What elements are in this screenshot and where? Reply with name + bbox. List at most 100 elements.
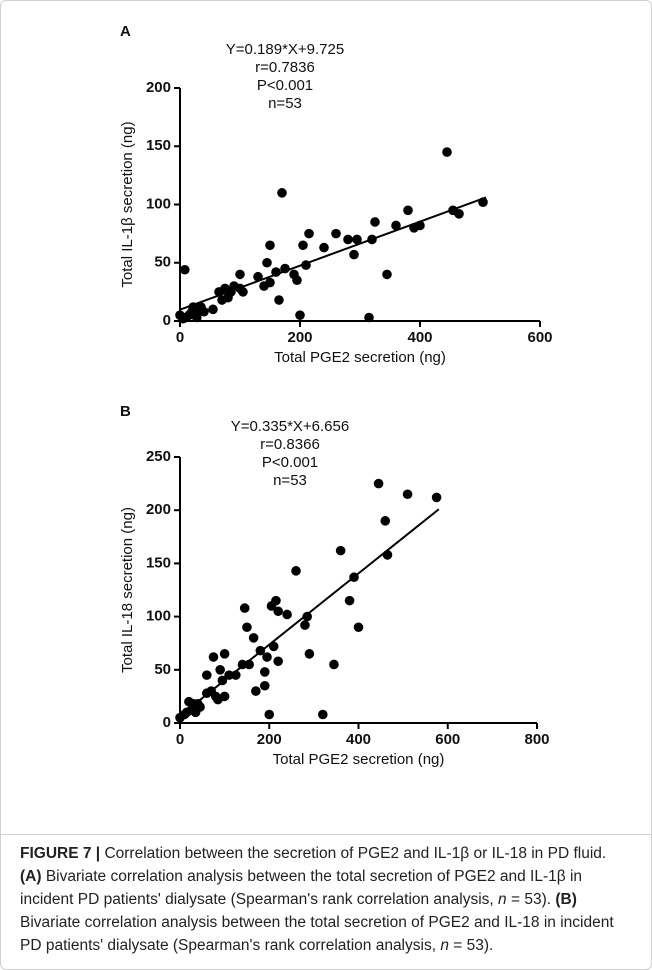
point (208, 652, 219, 662)
point (239, 603, 250, 613)
caption-run: (B) (555, 891, 577, 908)
point (253, 271, 263, 282)
point (277, 188, 287, 198)
point (343, 234, 353, 245)
annotation: n=53 (273, 472, 307, 489)
point (431, 492, 442, 503)
annotation: Y=0.335*X+6.656 (231, 418, 349, 435)
caption-run: Correlation between the secretion of PGE… (100, 845, 607, 862)
x-tick-label: 0 (176, 329, 184, 346)
point (208, 304, 218, 315)
point (215, 665, 225, 675)
point (259, 680, 270, 691)
point (304, 228, 314, 239)
point (280, 263, 290, 274)
point (403, 205, 413, 216)
y-tick-label: 150 (146, 554, 171, 571)
x-axis-label: Total PGE2 secretion (ng) (274, 349, 446, 366)
figure: AY=0.189*X+9.725r=0.7836P<0.001n=5305010… (119, 23, 553, 768)
x-tick-label: 200 (287, 329, 312, 346)
point (349, 249, 359, 260)
y-tick-label: 50 (154, 254, 171, 271)
point (382, 550, 393, 560)
annotation: r=0.8366 (260, 436, 320, 453)
point (382, 269, 392, 280)
point (364, 312, 374, 323)
caption-run: Bivariate correlation analysis between t… (20, 914, 614, 954)
caption-run: (A) (20, 868, 42, 885)
caption-run: = 53). (448, 937, 494, 954)
point (415, 220, 425, 231)
y-tick-label: 100 (146, 195, 171, 212)
point (352, 234, 362, 245)
point (318, 709, 328, 720)
point (259, 667, 270, 677)
point (265, 240, 275, 251)
point (268, 641, 279, 652)
point (180, 264, 190, 275)
point (217, 675, 228, 686)
x-tick-label: 0 (176, 731, 184, 748)
point (264, 709, 275, 720)
point (192, 312, 202, 323)
annotation: r=0.7836 (255, 59, 315, 76)
caption-run: = 53). (506, 891, 556, 908)
caption: FIGURE 7 | Correlation between the secre… (20, 842, 630, 957)
point (274, 295, 284, 305)
y-tick-label: 250 (146, 448, 171, 465)
y-tick-label: 150 (146, 137, 171, 154)
point (300, 620, 310, 630)
point (238, 287, 248, 297)
point (242, 622, 252, 633)
point (201, 670, 212, 680)
point (219, 649, 230, 659)
caption-run: n (440, 937, 449, 954)
point (301, 260, 311, 270)
point (199, 306, 209, 317)
x-tick-label: 400 (407, 329, 432, 346)
point (219, 691, 230, 702)
caption-run: n (498, 891, 507, 908)
point (262, 257, 272, 268)
caption-run: FIGURE 7 | (20, 845, 101, 862)
panel-label: A (120, 23, 131, 40)
y-tick-label: 100 (146, 608, 171, 625)
point (454, 209, 464, 219)
point (251, 686, 261, 696)
y-tick-label: 0 (163, 714, 171, 731)
separator (0, 834, 652, 835)
point (244, 659, 254, 670)
x-tick-label: 600 (435, 731, 460, 748)
point (353, 622, 364, 633)
y-axis-label: Total IL-1β secretion (ng) (119, 121, 136, 287)
x-tick-label: 600 (527, 329, 552, 346)
point (344, 595, 355, 606)
point (292, 275, 302, 286)
x-axis-label: Total PGE2 secretion (ng) (273, 751, 445, 768)
point (255, 645, 266, 656)
x-tick-label: 200 (257, 731, 282, 748)
y-tick-label: 0 (163, 312, 171, 329)
point (319, 242, 329, 253)
x-tick-label: 400 (346, 731, 371, 748)
point (478, 197, 488, 207)
point (282, 609, 292, 620)
point (367, 234, 377, 245)
point (291, 566, 301, 576)
y-axis-label: Total IL-18 secretion (ng) (119, 507, 136, 673)
point (302, 611, 312, 622)
point (373, 478, 384, 489)
caption-run: Bivariate correlation analysis between t… (20, 868, 583, 908)
point (295, 310, 305, 320)
point (235, 269, 245, 280)
point (224, 670, 234, 680)
annotation: n=53 (268, 95, 302, 112)
annotation: Y=0.189*X+9.725 (226, 41, 344, 58)
y-tick-label: 200 (146, 79, 171, 96)
point (298, 240, 308, 251)
point (442, 147, 452, 157)
point (335, 545, 346, 556)
point (273, 606, 283, 617)
point (230, 670, 241, 680)
